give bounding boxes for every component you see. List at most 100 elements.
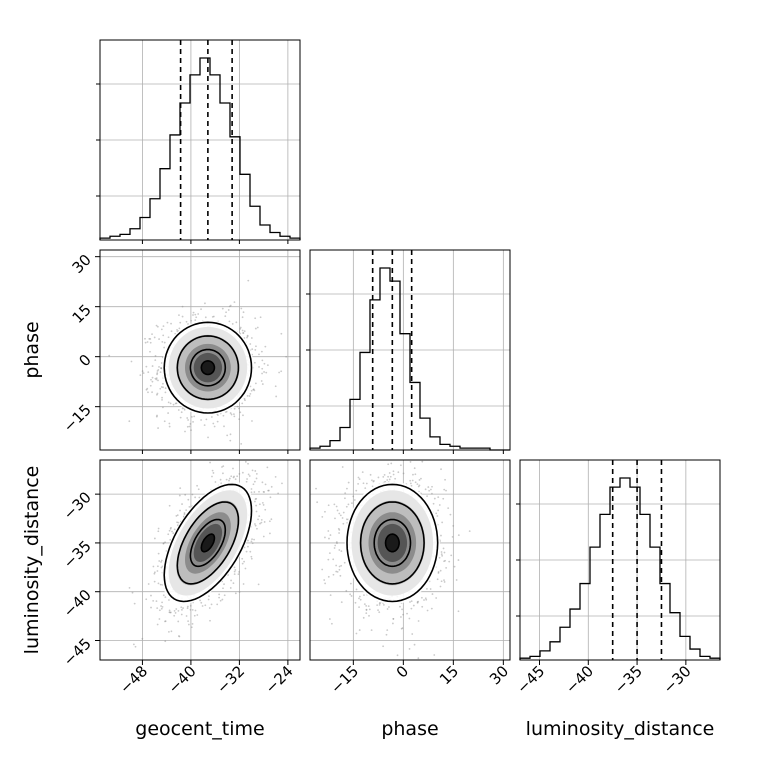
- scatter-point: [401, 608, 403, 611]
- scatter-point: [223, 583, 225, 586]
- panel-0-0: [96, 40, 301, 240]
- scatter-point: [267, 489, 270, 492]
- scatter-point: [260, 380, 263, 382]
- scatter-point: [383, 474, 386, 476]
- contour-2: [189, 518, 227, 568]
- scatter-point: [160, 367, 163, 370]
- scatter-point: [205, 418, 208, 421]
- y-tick-label-luminosity_distance: −45: [60, 635, 95, 670]
- scatter-point: [169, 611, 172, 614]
- scatter-point: [355, 588, 358, 591]
- scatter-point: [240, 457, 242, 459]
- scatter-point: [401, 627, 404, 629]
- scatter-point: [160, 386, 163, 388]
- scatter-point: [329, 534, 332, 536]
- scatter-point: [259, 522, 261, 525]
- scatter-point: [247, 539, 249, 542]
- contour-2: [373, 518, 412, 568]
- scatter-point: [409, 479, 412, 482]
- scatter-point: [338, 565, 341, 568]
- scatter-point: [427, 486, 430, 488]
- density-level-5: [200, 533, 215, 553]
- scatter-point: [352, 495, 355, 498]
- scatter-point: [233, 570, 236, 573]
- scatter-point: [447, 507, 450, 510]
- scatter-point: [266, 364, 269, 367]
- scatter-point: [240, 442, 243, 445]
- scatter-point: [155, 378, 158, 381]
- scatter-point: [209, 461, 211, 464]
- scatter-point: [264, 345, 267, 348]
- scatter-point: [410, 607, 413, 610]
- y-tick-label-phase: 30: [69, 251, 95, 277]
- scatter-point: [198, 496, 201, 499]
- scatter-point: [335, 564, 338, 567]
- scatter-point: [426, 609, 429, 612]
- scatter-point: [190, 415, 193, 418]
- scatter-point: [156, 565, 159, 568]
- scatter-point: [187, 498, 190, 501]
- scatter-point: [178, 494, 181, 497]
- scatter-point: [440, 553, 443, 556]
- scatter-point: [402, 472, 405, 475]
- scatter-point: [194, 313, 197, 316]
- scatter-point: [151, 333, 153, 336]
- scatter-point: [260, 521, 263, 524]
- panel-1-0: [100, 250, 300, 450]
- scatter-point: [168, 609, 171, 612]
- scatter-point: [417, 600, 420, 603]
- scatter-point: [382, 476, 385, 478]
- scatter-point: [233, 415, 236, 418]
- scatter-point: [334, 517, 336, 520]
- scatter-point: [161, 601, 163, 604]
- scatter-point: [274, 476, 277, 478]
- scatter-point: [161, 396, 163, 399]
- x-axis-label-phase: phase: [381, 718, 438, 740]
- x-tick-label-phase: −15: [327, 662, 362, 697]
- scatter-point: [229, 412, 232, 414]
- scatter-point: [238, 591, 241, 593]
- scatter-point: [443, 560, 445, 563]
- scatter-point: [346, 487, 348, 490]
- scatter-point: [183, 408, 186, 411]
- scatter-point: [237, 573, 240, 576]
- scatter-point: [444, 559, 447, 562]
- scatter-point: [191, 493, 194, 496]
- scatter-point: [413, 643, 416, 646]
- scatter-point: [168, 611, 171, 614]
- scatter-point: [253, 480, 256, 483]
- scatter-point: [146, 387, 149, 390]
- scatter-point: [201, 605, 204, 607]
- scatter-point: [386, 608, 389, 610]
- scatter-point: [372, 480, 375, 483]
- scatter-point: [341, 517, 344, 519]
- scatter-point: [199, 599, 201, 602]
- scatter-point: [209, 619, 211, 622]
- scatter-point: [252, 483, 255, 486]
- scatter-point: [193, 614, 196, 617]
- scatter-point: [167, 533, 170, 536]
- scatter-point: [176, 514, 179, 517]
- scatter-point: [232, 582, 235, 585]
- scatter-point: [450, 554, 453, 557]
- scatter-point: [390, 462, 393, 465]
- scatter-point: [211, 475, 213, 478]
- scatter-point: [435, 597, 438, 599]
- scatter-point: [249, 343, 252, 345]
- scatter-point: [232, 476, 235, 479]
- scatter-point: [247, 473, 250, 476]
- scatter-point: [169, 611, 172, 614]
- scatter-point: [210, 416, 213, 418]
- x-tick-label-phase: 0: [393, 662, 412, 681]
- scatter-point: [151, 365, 154, 367]
- scatter-point: [408, 648, 411, 650]
- scatter-point: [156, 392, 159, 395]
- scatter-point: [444, 478, 446, 481]
- scatter-point: [263, 362, 266, 365]
- scatter-point: [409, 601, 411, 603]
- scatter-point: [342, 522, 345, 525]
- scatter-point: [250, 491, 253, 494]
- scatter-point: [133, 602, 136, 605]
- scatter-point: [328, 537, 330, 540]
- scatter-point: [153, 336, 156, 339]
